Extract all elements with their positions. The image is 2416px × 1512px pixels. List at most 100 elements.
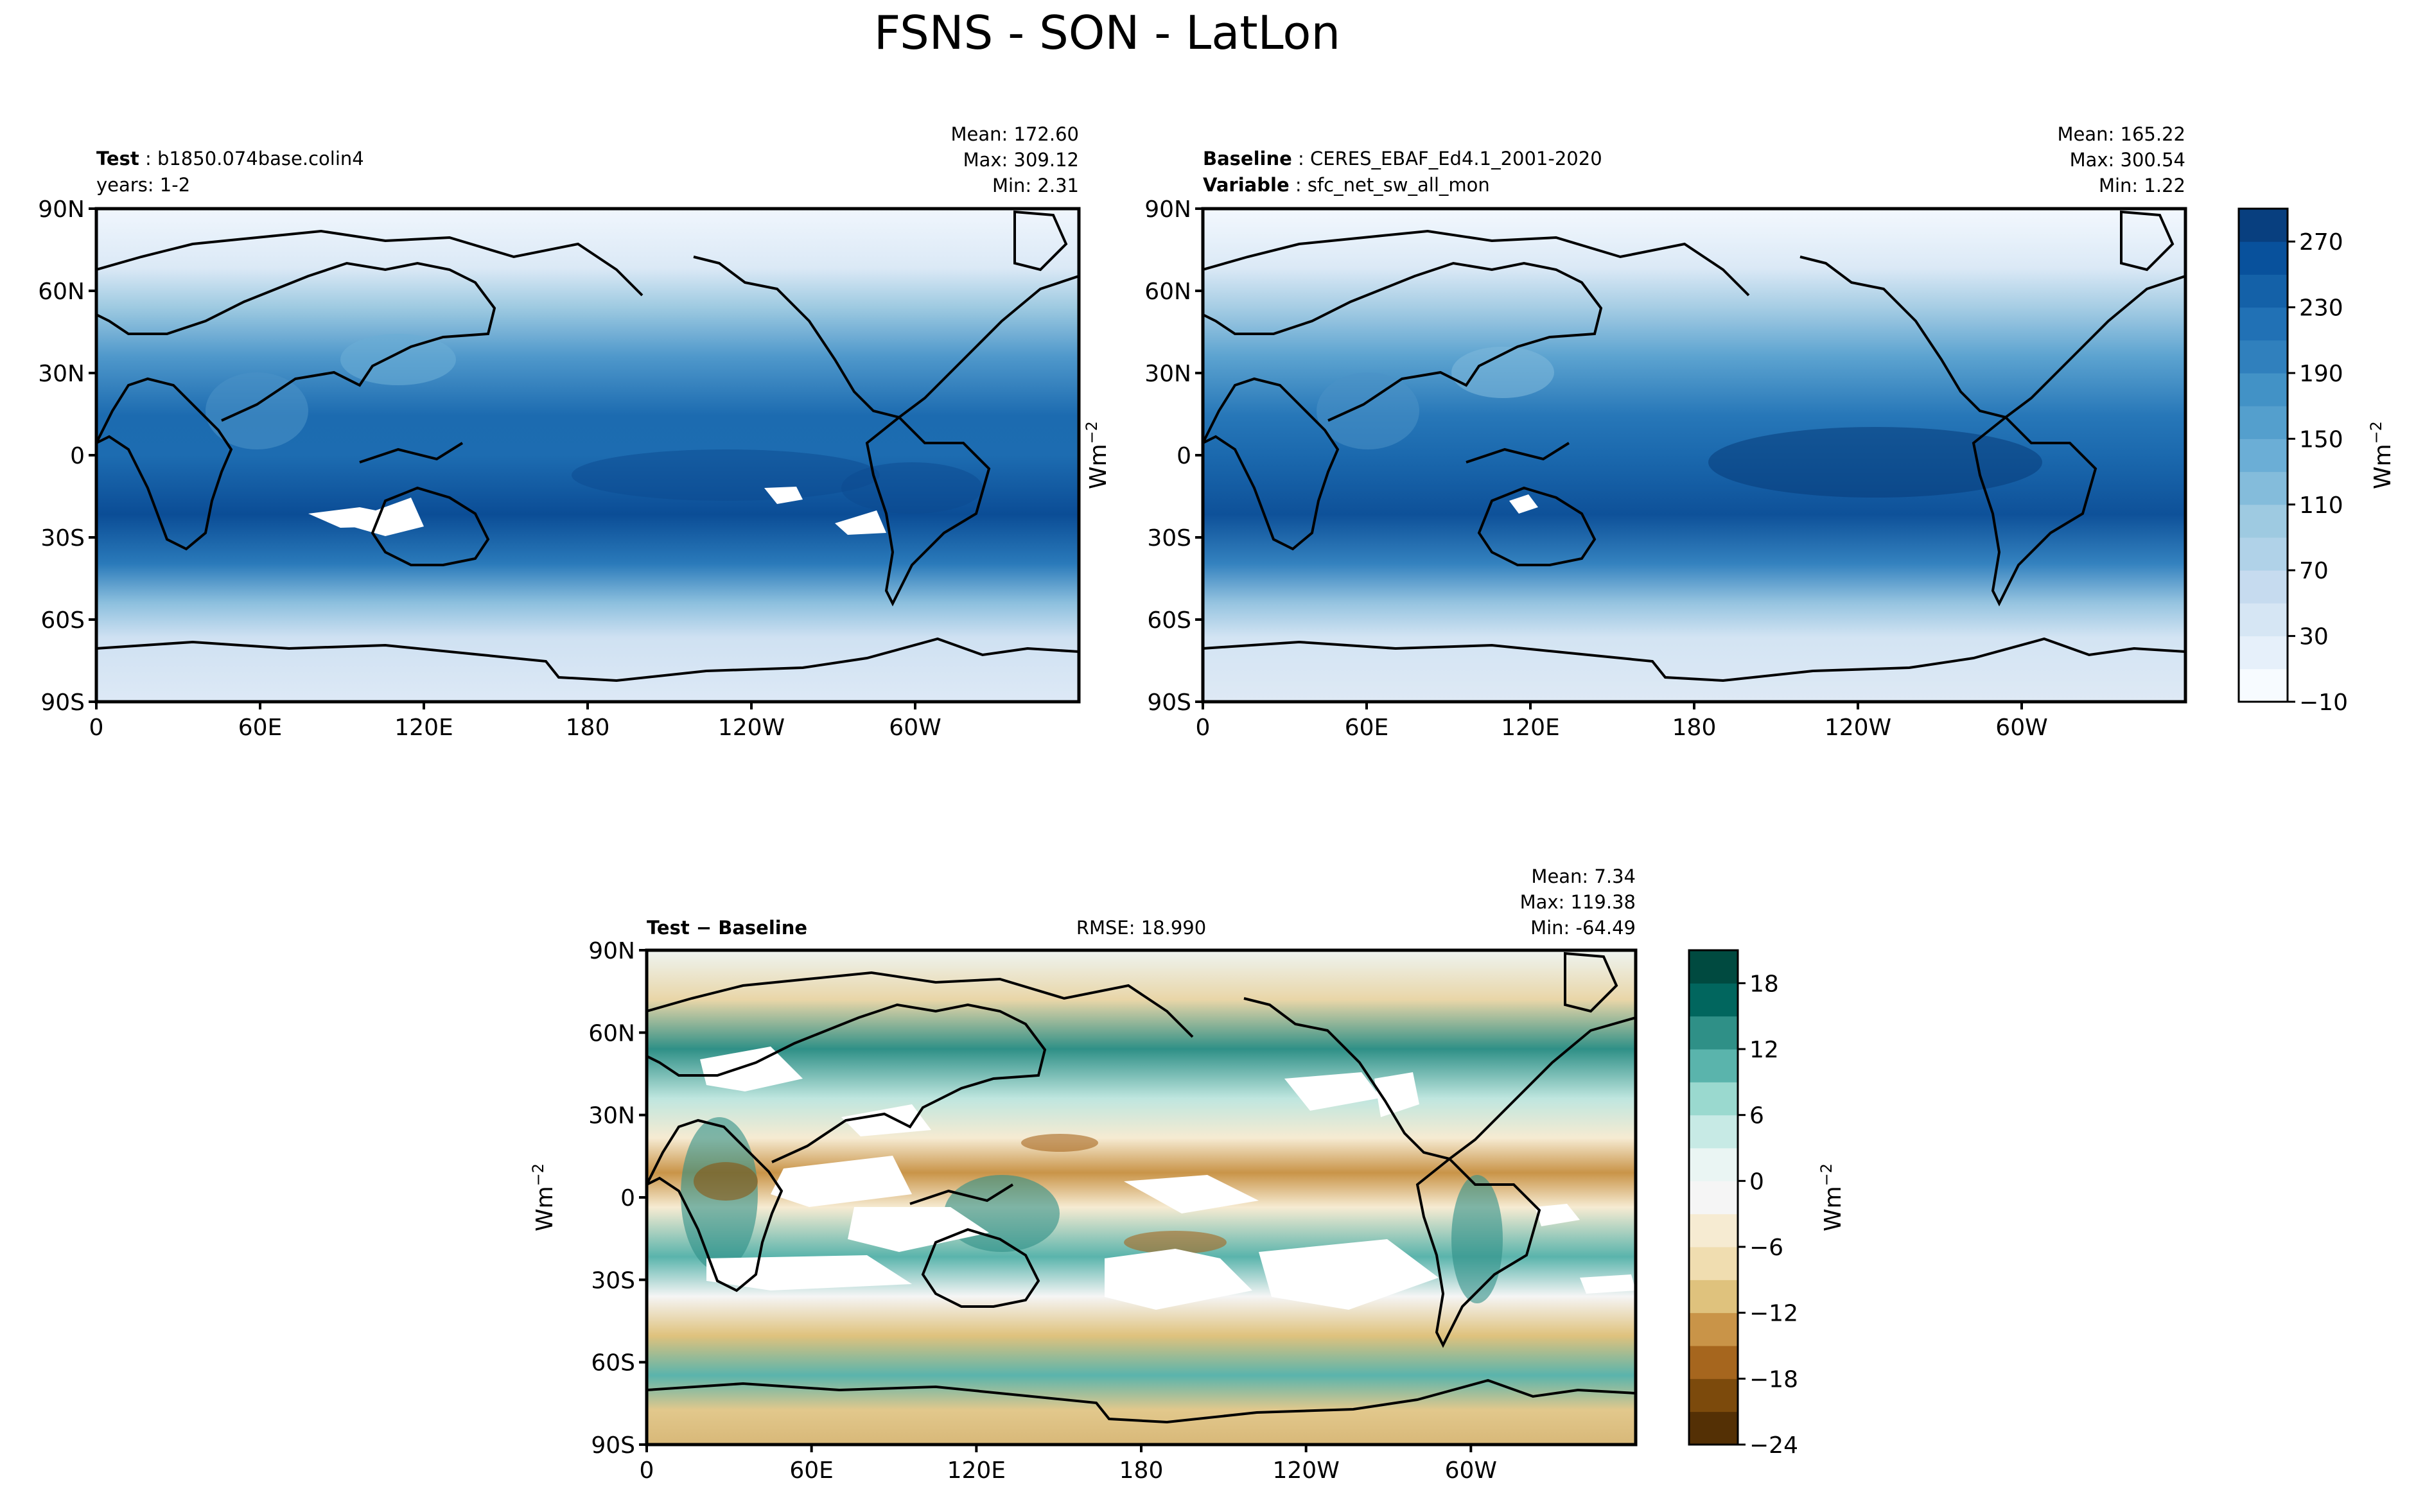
x-tick-label: 0 xyxy=(1196,715,1211,741)
colorbar-tick-label: 0 xyxy=(1749,1169,1764,1195)
svg-text:Baseline : CERES_EBAF_Ed4.1_20: Baseline : CERES_EBAF_Ed4.1_2001-2020 xyxy=(1203,148,1602,169)
colorbar-step xyxy=(1689,950,1738,984)
diff-units-label: Wm−2 xyxy=(529,1163,558,1231)
colorbar-bottom-steps xyxy=(1689,950,1738,1445)
colorbar-tick-label: 12 xyxy=(1749,1037,1779,1063)
colorbar-tick-label: 30 xyxy=(2299,624,2329,650)
diff-y-ticks: 90N 60N 30N 0 30S 60S 90S xyxy=(588,938,647,1459)
x-tick-label: 180 xyxy=(566,715,610,741)
colorbar-step xyxy=(2239,570,2288,604)
panel-difference: Test − Baseline RMSE: 18.990 Mean: 7.34 … xyxy=(529,865,1638,1484)
baseline-stat-mean: Mean: 165.22 xyxy=(2058,123,2185,145)
y-tick-label: 60N xyxy=(1144,279,1191,305)
colorbar-bottom-frame xyxy=(1688,949,1739,1446)
colorbar-step xyxy=(2239,307,2288,341)
test-map-field xyxy=(96,209,1079,702)
y-tick-label: 30N xyxy=(1144,361,1191,387)
colorbar-step xyxy=(2239,537,2288,571)
test-case-name: b1850.074base.colin4 xyxy=(157,148,364,169)
x-tick-label: 60W xyxy=(889,715,941,741)
y-tick-label: 60S xyxy=(40,607,85,634)
y-tick-label: 90N xyxy=(1144,196,1191,223)
x-tick-label: 120E xyxy=(947,1457,1006,1484)
x-tick-label: 120W xyxy=(718,715,785,741)
baseline-units-label: Wm−2 xyxy=(1083,421,1112,489)
baseline-coastlines xyxy=(1203,210,2185,682)
diff-rmse: RMSE: 18.990 xyxy=(1076,917,1206,939)
baseline-label: Baseline xyxy=(1203,148,1292,169)
colorbar-tick-label: 150 xyxy=(2299,426,2343,453)
colorbar-tick-label: 190 xyxy=(2299,361,2343,387)
test-y-ticks: 90N 60N 30N 0 30S 60S 90S xyxy=(38,196,96,716)
colorbar-step xyxy=(2239,209,2288,242)
colorbar-step xyxy=(2239,504,2288,538)
colorbar-tick-label: −10 xyxy=(2299,690,2348,716)
y-tick-label: 30N xyxy=(38,361,85,387)
colorbar-step xyxy=(2239,274,2288,308)
colorbar-step xyxy=(2239,373,2288,406)
colorbar-top: 270 230 190 150 110 70 30 −10 Wm−2 xyxy=(2237,207,2396,716)
x-tick-label: 60E xyxy=(238,715,283,741)
svg-text:Variable : sfc_net_sw_all_mon: Variable : sfc_net_sw_all_mon xyxy=(1203,174,1490,196)
y-tick-label: 30S xyxy=(591,1267,635,1294)
colorbar-top-frame xyxy=(2237,207,2289,703)
colorbar-step xyxy=(1689,1312,1738,1346)
variable-label: Variable xyxy=(1203,174,1290,196)
colorbar-tick-label: 230 xyxy=(2299,295,2343,322)
test-stat-min: Min: 2.31 xyxy=(992,175,1079,196)
colorbar-tick-label: 18 xyxy=(1749,971,1779,997)
y-tick-label: 30N xyxy=(588,1103,635,1129)
colorbar-tick-label: −6 xyxy=(1749,1235,1783,1261)
colorbar-top-units: Wm−2 xyxy=(2367,421,2396,489)
y-tick-label: 90S xyxy=(40,690,85,716)
colorbar-step xyxy=(2239,406,2288,439)
colorbar-step xyxy=(2239,241,2288,275)
y-tick-label: 30S xyxy=(40,525,85,552)
diff-map-field xyxy=(647,950,1636,1445)
colorbar-step xyxy=(2239,636,2288,670)
x-tick-label: 60W xyxy=(1445,1457,1497,1484)
colorbar-step xyxy=(1689,1181,1738,1215)
colorbar-step xyxy=(1689,1082,1738,1116)
x-tick-label: 180 xyxy=(1672,715,1717,741)
diff-label: Test − Baseline xyxy=(647,917,807,939)
colorbar-tick-label: −24 xyxy=(1749,1432,1798,1459)
variable-name: sfc_net_sw_all_mon xyxy=(1308,174,1490,196)
x-tick-label: 120E xyxy=(1501,715,1559,741)
colorbar-step xyxy=(1689,1148,1738,1181)
colorbar-tick-label: 70 xyxy=(2299,558,2329,584)
y-tick-label: 90S xyxy=(1147,690,1191,716)
test-stat-mean: Mean: 172.60 xyxy=(951,123,1079,145)
colorbar-top-steps xyxy=(2239,209,2288,702)
baseline-stat-max: Max: 300.54 xyxy=(2070,149,2185,171)
x-tick-label: 60E xyxy=(1345,715,1389,741)
y-tick-label: 60S xyxy=(1147,607,1191,634)
y-tick-label: 60N xyxy=(38,279,85,305)
y-tick-label: 60N xyxy=(588,1020,635,1047)
colorbar-step xyxy=(1689,1115,1738,1149)
x-tick-label: 60E xyxy=(789,1457,834,1484)
colorbar-tick-label: 270 xyxy=(2299,229,2343,256)
colorbar-step xyxy=(1689,1280,1738,1314)
x-tick-label: 120E xyxy=(394,715,453,741)
baseline-stat-min: Min: 1.22 xyxy=(2099,175,2185,196)
colorbar-top-ticks: 270 230 190 150 110 70 30 −10 xyxy=(2288,229,2348,716)
y-tick-label: 90N xyxy=(588,938,635,964)
colorbar-tick-label: 110 xyxy=(2299,492,2343,519)
diff-stat-min: Min: -64.49 xyxy=(1530,917,1636,939)
colorbar-bottom: 18 12 6 0 −6 −12 −18 −24 Wm−2 xyxy=(1688,949,1846,1459)
diff-coastlines xyxy=(647,952,1636,1424)
figure-title: FSNS - SON - LatLon xyxy=(874,6,1340,60)
colorbar-step xyxy=(2239,603,2288,637)
colorbar-tick-label: 6 xyxy=(1749,1103,1764,1129)
colorbar-step xyxy=(2239,340,2288,374)
test-x-ticks: 0 60E 120E 180 120W 60W xyxy=(89,702,941,741)
x-tick-label: 0 xyxy=(89,715,104,741)
diff-x-ticks: 0 60E 120E 180 120W 60W xyxy=(640,1445,1497,1484)
y-tick-label: 90N xyxy=(38,196,85,223)
baseline-y-ticks: 90N 60N 30N 0 30S 60S 90S xyxy=(1144,196,1203,716)
colorbar-step xyxy=(2239,439,2288,473)
x-tick-label: 180 xyxy=(1119,1457,1164,1484)
colorbar-step xyxy=(1689,1378,1738,1412)
colorbar-tick-label: −12 xyxy=(1749,1301,1798,1327)
